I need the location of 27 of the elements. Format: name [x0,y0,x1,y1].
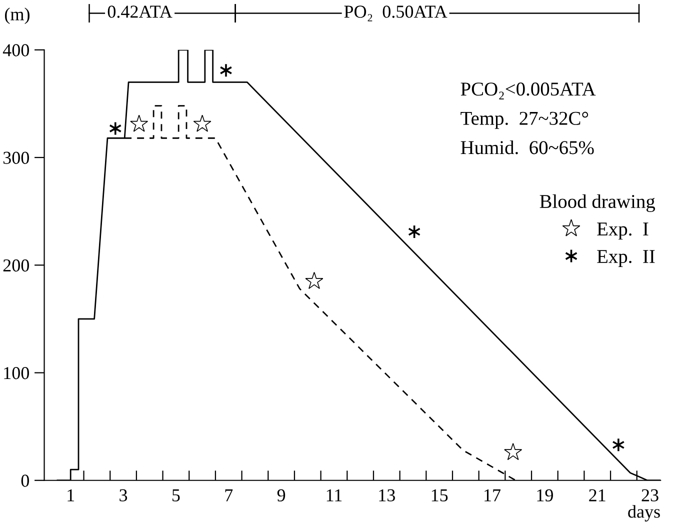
y-tick-label: 400 [2,44,29,56]
x-tick-label: 1 [68,489,74,502]
x-tick-label: 7 [225,489,233,502]
y-tick-label: 0 [21,474,29,487]
y-tick-label: 100 [4,367,29,380]
x-axis-title: days [628,505,660,522]
x-tick-label: 9 [277,489,286,502]
legend-label: Exp. II [597,250,655,268]
annotation: Humid. 60~65% [460,140,594,154]
annotation: Temp. 27~32C° [460,112,588,129]
text: PO₂ 0.50ATA [344,6,448,22]
y-axis-title: (m) [5,8,30,24]
annotation: PCO₂<0.005ATA [460,82,596,100]
x-tick-label: 17 [484,489,501,502]
x-tick-label: 19 [537,489,553,502]
x-tick-label: 15 [432,489,448,502]
x-tick-label: 13 [379,489,395,502]
x-tick-label: 23 [642,489,658,502]
legend-label: Exp. I [597,222,648,240]
x-tick-label: 5 [172,489,180,502]
text: 0.42ATA [108,6,172,18]
y-tick-label: 300 [3,152,29,164]
legend-title: Blood drawing [540,194,656,212]
x-tick-label: 3 [120,489,128,502]
x-tick-label: 11 [326,489,342,502]
x-tick-label: 21 [589,489,606,502]
y-tick-label: 200 [3,259,29,272]
